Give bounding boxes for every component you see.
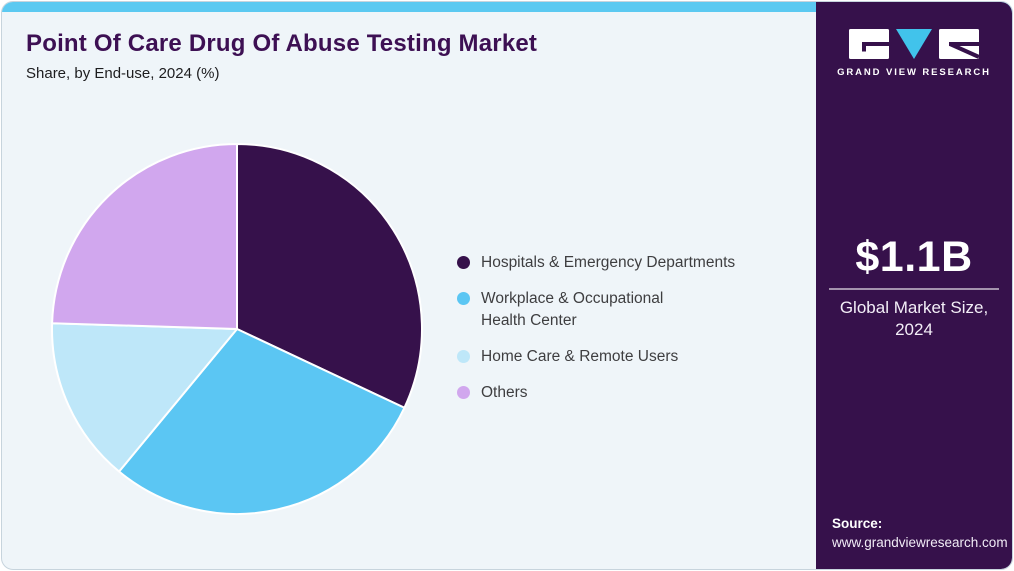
pie-chart-svg: [51, 143, 423, 515]
legend-item-workplace: Workplace & Occupational Health Center: [457, 288, 735, 332]
legend-item-home-care: Home Care & Remote Users: [457, 346, 735, 368]
gvr-logo-icon: [849, 29, 979, 59]
pie-slice-3: [51, 322, 238, 473]
pie-slice-2: [118, 328, 406, 515]
brand-name: GRAND VIEW RESEARCH: [837, 67, 991, 78]
market-size-stat: $1.1B Global Market Size, 2024: [816, 233, 1012, 341]
page-title: Point Of Care Drug Of Abuse Testing Mark…: [26, 30, 538, 57]
stat-divider: [829, 288, 999, 290]
pie-slice-1: [236, 143, 423, 409]
legend-label: Workplace & Occupational Health Center: [481, 290, 664, 329]
legend-bullet-icon: [457, 292, 470, 305]
legend-label: Home Care & Remote Users: [481, 348, 679, 365]
market-size-label: Global Market Size, 2024: [839, 298, 989, 339]
source-url-link[interactable]: www.grandviewresearch.com: [832, 535, 1008, 550]
pie-chart: [47, 139, 427, 519]
header: Point Of Care Drug Of Abuse Testing Mark…: [26, 30, 537, 82]
top-accent-strip: [2, 2, 1012, 12]
legend: Hospitals & Emergency Departments Workpl…: [457, 252, 735, 404]
gvr-logo: GRAND VIEW RESEARCH: [816, 29, 1012, 78]
legend-bullet-icon: [457, 386, 470, 399]
source-block: Source: www.grandviewresearch.com: [832, 514, 1008, 552]
legend-item-hospitals: Hospitals & Emergency Departments: [457, 252, 735, 274]
legend-label: Others: [481, 384, 528, 401]
page-subtitle: Share, by End-use, 2024 (%): [26, 65, 220, 82]
legend-item-others: Others: [457, 382, 735, 404]
legend-bullet-icon: [457, 350, 470, 363]
legend-bullet-icon: [457, 256, 470, 269]
pie-slice-4: [51, 143, 238, 330]
market-size-value: $1.1B: [855, 233, 973, 281]
legend-label: Hospitals & Emergency Departments: [481, 254, 736, 271]
source-label: Source:: [832, 516, 883, 531]
sidebar: GRAND VIEW RESEARCH $1.1B Global Market …: [816, 2, 1012, 569]
